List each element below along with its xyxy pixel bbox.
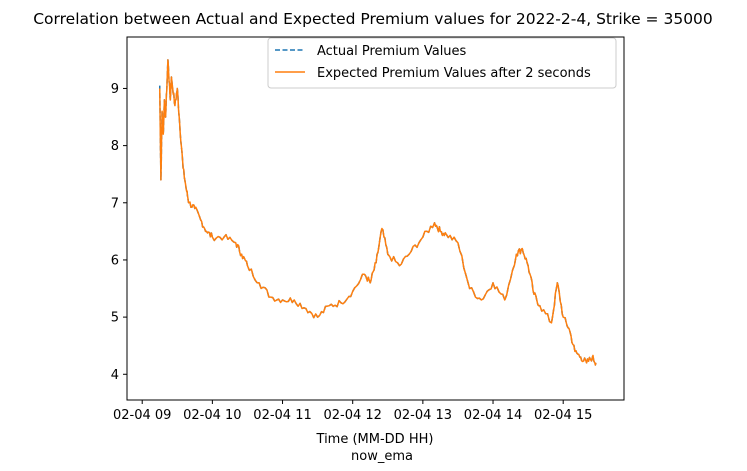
y-tick-label: 5 [111,311,119,326]
x-tick-label: 02-04 12 [323,408,381,423]
series-line-expected [158,59,597,366]
legend-label-expected: Expected Premium Values after 2 seconds [317,66,591,81]
x-tick-label: 02-04 13 [394,408,452,423]
y-tick-label: 7 [111,196,119,211]
x-axis-sublabel: now_ema [351,449,413,464]
legend-box [267,37,617,89]
chart-title: Correlation between Actual and Expected … [33,10,713,28]
y-tick-label: 8 [111,139,119,154]
legend-label-actual: Actual Premium Values [317,44,467,59]
y-tick-label: 4 [111,368,119,383]
y-tick-label: 9 [111,82,119,97]
legend: Actual Premium Values Expected Premium V… [267,37,617,89]
x-tick-label: 02-04 09 [113,408,171,423]
y-tick-label: 6 [111,253,119,268]
y-axis: 4 5 6 7 8 9 [111,82,127,383]
x-tick-label: 02-04 14 [464,408,522,423]
x-tick-label: 02-04 15 [534,408,592,423]
plot-series-group [158,59,597,366]
x-axis-label: Time (MM-DD HH) [316,432,434,447]
plot-frame [126,36,625,401]
x-tick-label: 02-04 11 [253,408,311,423]
x-axis: 02-04 09 02-04 10 02-04 11 02-04 12 02-04 13… [113,400,592,423]
x-tick-label: 02-04 10 [183,408,241,423]
